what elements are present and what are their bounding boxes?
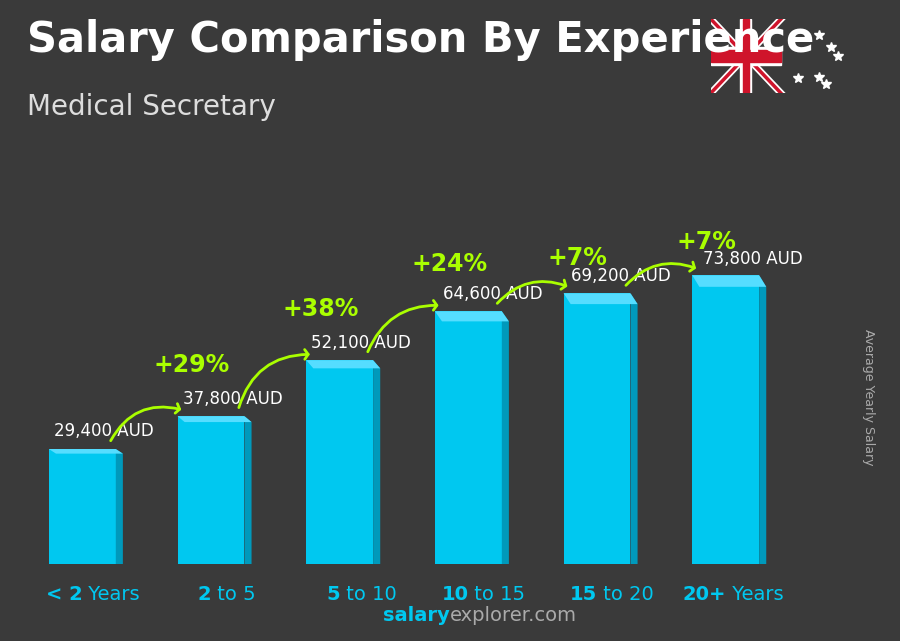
Text: Medical Secretary: Medical Secretary <box>27 93 275 121</box>
Text: Salary Comparison By Experience: Salary Comparison By Experience <box>27 19 814 62</box>
Bar <box>563 294 631 564</box>
Text: < 2: < 2 <box>46 585 82 604</box>
Text: +29%: +29% <box>154 353 230 377</box>
Text: +7%: +7% <box>677 229 736 254</box>
Text: to 5: to 5 <box>211 585 256 604</box>
Text: +38%: +38% <box>283 297 358 321</box>
Text: salary: salary <box>383 606 450 625</box>
Text: 37,800 AUD: 37,800 AUD <box>183 390 283 408</box>
Text: Years: Years <box>82 585 140 604</box>
Text: 15: 15 <box>570 585 597 604</box>
Text: Years: Years <box>725 585 783 604</box>
Text: 10: 10 <box>441 585 468 604</box>
Bar <box>711 47 781 65</box>
Text: 52,100 AUD: 52,100 AUD <box>311 333 411 351</box>
Polygon shape <box>760 275 766 564</box>
Text: to 20: to 20 <box>597 585 653 604</box>
Polygon shape <box>49 449 123 454</box>
Polygon shape <box>177 416 251 422</box>
Polygon shape <box>502 312 508 564</box>
Text: 73,800 AUD: 73,800 AUD <box>703 250 802 268</box>
Text: Average Yearly Salary: Average Yearly Salary <box>862 329 875 465</box>
Text: 64,600 AUD: 64,600 AUD <box>443 285 543 303</box>
Polygon shape <box>245 416 251 564</box>
Polygon shape <box>306 360 380 369</box>
Bar <box>741 19 751 93</box>
Text: 2: 2 <box>197 585 211 604</box>
Polygon shape <box>692 275 766 287</box>
Text: explorer.com: explorer.com <box>450 606 577 625</box>
Text: 5: 5 <box>326 585 339 604</box>
Bar <box>306 360 373 564</box>
Text: 20+: 20+ <box>682 585 725 604</box>
Text: 69,200 AUD: 69,200 AUD <box>572 267 671 285</box>
Polygon shape <box>631 294 637 564</box>
Bar <box>692 275 760 564</box>
Text: to 10: to 10 <box>339 585 396 604</box>
Text: +24%: +24% <box>411 252 487 276</box>
Bar <box>711 50 781 62</box>
Text: 29,400 AUD: 29,400 AUD <box>54 422 154 440</box>
Bar <box>743 19 749 93</box>
Polygon shape <box>374 360 380 564</box>
Text: to 15: to 15 <box>468 585 526 604</box>
Polygon shape <box>116 449 123 564</box>
Polygon shape <box>435 312 508 321</box>
Bar <box>177 416 245 564</box>
Polygon shape <box>563 294 637 304</box>
Bar <box>435 312 502 564</box>
Text: +7%: +7% <box>548 246 608 270</box>
Bar <box>49 449 116 564</box>
